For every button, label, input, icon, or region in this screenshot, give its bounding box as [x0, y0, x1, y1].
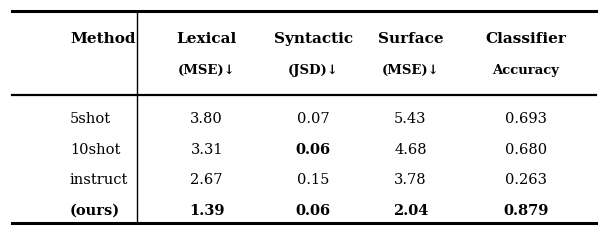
Text: 0.693: 0.693 — [505, 112, 547, 126]
Text: 4.68: 4.68 — [394, 143, 427, 157]
Text: (MSE)↓: (MSE)↓ — [178, 64, 235, 77]
Text: Classifier: Classifier — [485, 32, 567, 46]
Text: (MSE)↓: (MSE)↓ — [382, 64, 439, 77]
Text: 2.04: 2.04 — [393, 204, 428, 218]
Text: 0.07: 0.07 — [297, 112, 330, 126]
Text: Surface: Surface — [378, 32, 443, 46]
Text: 3.80: 3.80 — [190, 112, 223, 126]
Text: 5shot: 5shot — [70, 112, 111, 126]
Text: instruct: instruct — [70, 173, 128, 187]
Text: 1.39: 1.39 — [189, 204, 224, 218]
Text: (JSD)↓: (JSD)↓ — [288, 64, 339, 77]
Text: 3.31: 3.31 — [190, 143, 223, 157]
Text: 0.15: 0.15 — [297, 173, 330, 187]
Text: Lexical: Lexical — [176, 32, 237, 46]
Text: (ours): (ours) — [70, 204, 120, 218]
Text: 2.67: 2.67 — [190, 173, 223, 187]
Text: 0.06: 0.06 — [295, 204, 331, 218]
Text: 0.263: 0.263 — [505, 173, 547, 187]
Text: 3.78: 3.78 — [394, 173, 427, 187]
Text: 0.06: 0.06 — [295, 143, 331, 157]
Text: 0.680: 0.680 — [505, 143, 547, 157]
Text: 0.879: 0.879 — [503, 204, 548, 218]
Text: 10shot: 10shot — [70, 143, 120, 157]
Text: Accuracy: Accuracy — [492, 64, 559, 77]
Text: Method: Method — [70, 32, 136, 46]
Text: Syntactic: Syntactic — [274, 32, 353, 46]
Text: 5.43: 5.43 — [394, 112, 427, 126]
